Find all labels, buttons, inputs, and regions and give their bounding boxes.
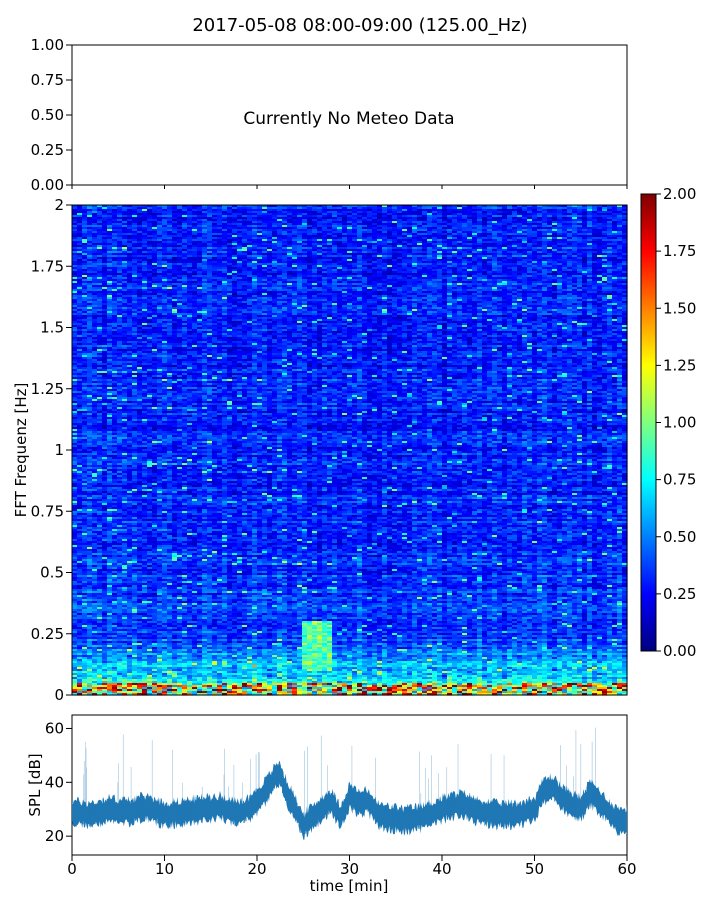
colorbar: 0.00 0.25 0.50 0.75 1.00 1.25 1.50 1.75 2.00 bbox=[641, 185, 696, 660]
colorbar-tick-label: 1.00 bbox=[663, 414, 696, 432]
colorbar-tick-label: 2.00 bbox=[663, 185, 696, 203]
spectrogram-ytick-label: 1.75 bbox=[31, 257, 64, 275]
colorbar-ticks: 0.00 0.25 0.50 0.75 1.00 1.25 1.50 1.75 2.00 bbox=[656, 185, 696, 660]
meteo-x-ticks bbox=[72, 185, 627, 189]
spectrogram-ytick-label: 0.5 bbox=[40, 564, 64, 582]
meteo-ytick-label: 0.50 bbox=[31, 106, 64, 124]
meteo-ytick-label: 0.75 bbox=[31, 71, 64, 89]
colorbar-tick-label: 0.00 bbox=[663, 642, 696, 660]
spectrogram-ytick-label: 1.25 bbox=[31, 380, 64, 398]
spl-xtick-label: 60 bbox=[617, 860, 636, 878]
spl-ytick-label: 20 bbox=[45, 827, 64, 845]
spectrogram-ylabel: FFT Frequenz [Hz] bbox=[12, 383, 30, 518]
spectrogram-heatmap bbox=[72, 205, 628, 696]
spl-panel: 20 40 60 0 10 20 30 40 50 60 SPL [dB] time [min] bbox=[26, 715, 637, 895]
colorbar-tick-label: 1.75 bbox=[663, 242, 696, 260]
colorbar-tick-label: 1.50 bbox=[663, 299, 696, 317]
spl-xlabel: time [min] bbox=[310, 877, 389, 895]
spl-xtick-label: 50 bbox=[525, 860, 544, 878]
meteo-y-ticks: 0.00 0.25 0.50 0.75 1.00 bbox=[31, 36, 72, 194]
meteo-ytick-label: 0.00 bbox=[31, 176, 64, 194]
spectrogram-ytick-label: 1 bbox=[54, 441, 64, 459]
colorbar-tick-label: 0.25 bbox=[663, 585, 696, 603]
spl-xtick-label: 40 bbox=[432, 860, 451, 878]
spl-xtick-label: 20 bbox=[247, 860, 266, 878]
spl-ytick-label: 40 bbox=[45, 773, 64, 791]
meteo-ytick-label: 1.00 bbox=[31, 36, 64, 54]
colorbar-gradient bbox=[641, 194, 656, 651]
colorbar-tick-label: 0.50 bbox=[663, 528, 696, 546]
spl-xtick-label: 30 bbox=[340, 860, 359, 878]
spl-y-ticks: 20 40 60 bbox=[45, 719, 72, 845]
colorbar-tick-label: 0.75 bbox=[663, 471, 696, 489]
spectrogram-ytick-label: 0 bbox=[54, 686, 64, 704]
spl-x-ticks: 0 10 20 30 40 50 60 bbox=[67, 855, 636, 878]
spl-xtick-label: 0 bbox=[67, 860, 77, 878]
chart-title: 2017-05-08 08:00-09:00 (125.00_Hz) bbox=[192, 15, 527, 36]
meteo-message: Currently No Meteo Data bbox=[243, 109, 454, 129]
colorbar-tick-label: 1.25 bbox=[663, 356, 696, 374]
spectrogram-ytick-label: 1.5 bbox=[40, 319, 64, 337]
meteo-panel: Currently No Meteo Data 0.00 0.25 0.50 0.75… bbox=[31, 36, 627, 194]
spectrogram-y-ticks: 0 0.25 0.5 0.75 1 1.25 1.5 1.75 2 bbox=[31, 196, 72, 704]
spectrogram-ytick-label: 0.75 bbox=[31, 502, 64, 520]
spl-ylabel: SPL [dB] bbox=[26, 753, 44, 816]
spectrogram-panel: 0 0.25 0.5 0.75 1 1.25 1.5 1.75 2 FFT Frequenz [… bbox=[12, 196, 628, 704]
spl-xtick-label: 10 bbox=[155, 860, 174, 878]
spectrogram-ytick-label: 2 bbox=[54, 196, 64, 214]
spectrogram-ytick-label: 0.25 bbox=[31, 625, 64, 643]
meteo-ytick-label: 0.25 bbox=[31, 141, 64, 159]
spl-ytick-label: 60 bbox=[45, 719, 64, 737]
